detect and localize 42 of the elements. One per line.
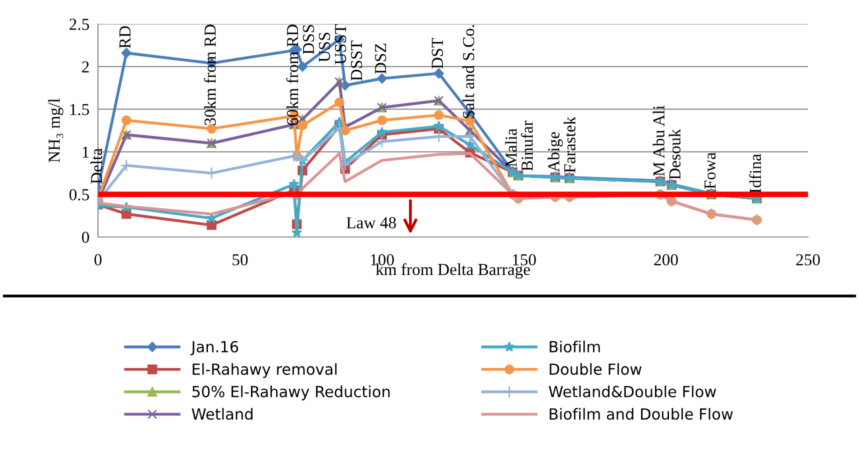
legend-label: El-Rahawy removal (192, 363, 337, 378)
annotation: Desouk (668, 128, 680, 180)
annotation: Binufar (520, 120, 533, 171)
y-axis-title: NH₃ mg/l (48, 98, 64, 162)
annotation: USST (334, 24, 346, 64)
annotation: Abige (548, 132, 563, 172)
y-tick-label: 0 (82, 232, 90, 243)
annotation: M Abu Ali (652, 106, 664, 176)
legend-label: Wetland&Double Flow (548, 386, 716, 398)
y-tick-label: 0.5 (69, 189, 90, 200)
annotation: Idfina (749, 154, 762, 193)
legend-label: Double Flow (550, 363, 642, 375)
annotation: 60km from RD (286, 24, 298, 126)
annotation: DSZ (374, 44, 386, 74)
annotation: DST (432, 38, 443, 69)
x-tick-label: 150 (512, 254, 536, 266)
x-tick-label: 100 (370, 254, 394, 266)
annotation: Farastek (564, 116, 576, 173)
annotation: 30km from RD (204, 24, 216, 126)
y-tick-label: 2.5 (70, 18, 90, 30)
legend-label: Jan.16 (190, 340, 238, 356)
legend-label: 50% El-Rahawy Reduction (192, 386, 390, 400)
legend-label: Wetland (192, 408, 252, 420)
annotation: Fowa (704, 152, 716, 189)
x-tick-label: 250 (796, 254, 820, 266)
ref-line-label: Law 48 (346, 217, 396, 228)
legend-label: Biofilm (550, 340, 600, 353)
y-tick-label: 1 (82, 146, 89, 158)
x-tick-label: 200 (654, 254, 678, 266)
x-tick-label: 0 (94, 254, 102, 266)
annotation: Delta (90, 148, 102, 184)
y-tick-label: 1.5 (70, 104, 90, 116)
annotation: USS (318, 32, 330, 62)
x-tick-label: 50 (232, 254, 248, 266)
annotation: RD (119, 26, 130, 48)
x-axis-title: km from Delta Barrage (376, 263, 530, 279)
y-tick-label: 2 (82, 61, 89, 72)
annotation: Salt and S.Co. (462, 25, 474, 118)
annotation: DSST (350, 40, 362, 81)
legend-label: Biofilm and Double Flow (550, 408, 733, 420)
annotation: DSS (302, 25, 314, 54)
annotation: Malia (505, 128, 517, 167)
